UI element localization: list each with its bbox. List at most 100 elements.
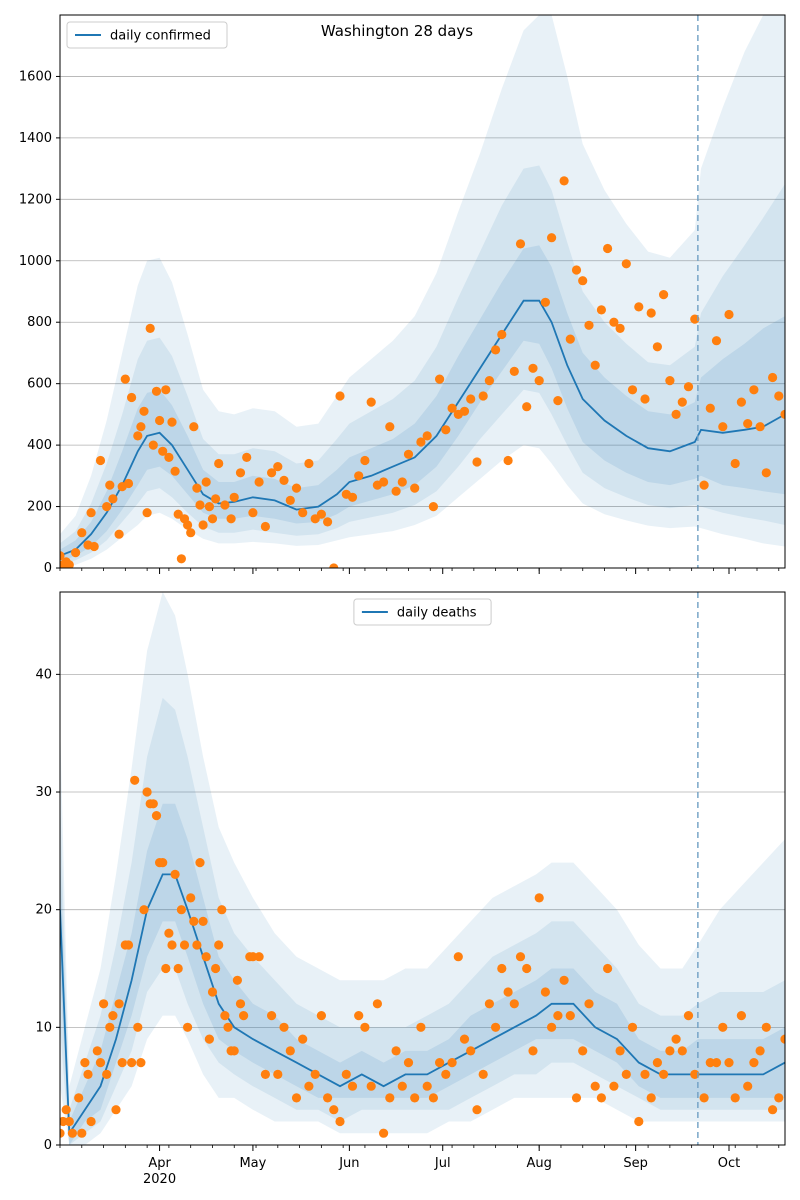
observed-point (478, 1069, 488, 1079)
observed-point (273, 462, 283, 472)
observed-point (659, 290, 669, 300)
observed-point (743, 419, 753, 429)
observed-point (466, 394, 476, 404)
observed-point (749, 385, 759, 395)
observed-point (497, 963, 507, 974)
observed-point (652, 342, 663, 352)
observed-point (145, 323, 155, 333)
observed-point (71, 548, 81, 558)
observed-point (133, 1022, 143, 1032)
observed-point (621, 259, 631, 269)
observed-point (83, 1069, 93, 1079)
observed-point (61, 1105, 71, 1115)
legend: daily confirmed (66, 21, 228, 49)
observed-point (774, 1093, 784, 1103)
observed-point (553, 1011, 563, 1021)
observed-point (242, 452, 252, 462)
observed-point (64, 1116, 74, 1127)
observed-point (304, 458, 314, 469)
observed-point (749, 1058, 759, 1068)
y-tick-label: 30 (35, 785, 52, 800)
observed-point (347, 1081, 358, 1091)
observed-point (615, 1046, 625, 1056)
observed-point (724, 309, 734, 320)
observed-point (204, 502, 214, 512)
observed-point (627, 1022, 638, 1032)
observed-point (385, 422, 395, 432)
observed-point (780, 409, 785, 419)
observed-point (571, 1093, 582, 1103)
observed-point (158, 858, 168, 868)
observed-point (64, 560, 74, 568)
y-gridlines (60, 673, 785, 1028)
observed-point (491, 1022, 501, 1032)
observed-point (484, 376, 494, 386)
observed-point (323, 517, 333, 527)
y-tick-label: 1000 (19, 254, 52, 269)
legend-label: daily confirmed (110, 29, 211, 44)
x-tick-label: Oct (718, 1156, 740, 1171)
observed-point (497, 329, 507, 340)
observed-point (114, 529, 124, 539)
observed-point (105, 1022, 115, 1032)
observed-point (111, 1105, 121, 1115)
observed-point (615, 323, 625, 333)
observed-point (192, 940, 202, 950)
observed-point (705, 403, 715, 413)
observed-point (640, 394, 650, 404)
observed-point (176, 905, 186, 915)
observed-point (123, 478, 134, 489)
observed-point (291, 1093, 302, 1103)
x-tick-label: Aug (526, 1156, 551, 1171)
observed-point (503, 987, 513, 997)
chart-title: Washington 28 days (321, 22, 473, 40)
observed-point (578, 276, 588, 286)
observed-point (534, 376, 544, 386)
y-tick-label: 400 (27, 438, 52, 453)
observed-point (254, 477, 264, 487)
observed-point (515, 952, 526, 962)
plot-frame (59, 14, 786, 569)
observed-point (92, 1046, 102, 1056)
observed-point (179, 940, 190, 950)
y-tick-label: 20 (35, 903, 52, 918)
observed-point (553, 396, 563, 406)
observed-point (528, 363, 538, 373)
observed-point (690, 1069, 700, 1079)
observed-point (774, 391, 784, 401)
observed-point (108, 1011, 118, 1021)
observed-point (161, 963, 171, 974)
y-tick-label: 10 (35, 1020, 52, 1035)
observed-point (189, 916, 199, 927)
inner-band (60, 803, 785, 1145)
observed-point (609, 317, 619, 327)
observed-point (120, 374, 130, 384)
observed-point (195, 858, 205, 868)
observed-point (428, 1093, 438, 1103)
observed-point (603, 243, 613, 254)
observed-point (254, 952, 264, 962)
observed-point (509, 999, 519, 1009)
x-tick-label: Sep (623, 1156, 648, 1171)
x-year-label: 2020 (143, 1172, 176, 1187)
observed-point (372, 999, 382, 1009)
observed-point (665, 376, 675, 386)
median-line (60, 873, 785, 1137)
observed-point (528, 1046, 538, 1056)
observed-point (484, 999, 494, 1009)
observed-point (677, 1046, 687, 1056)
observed-point (379, 1128, 389, 1138)
observed-point (235, 468, 246, 478)
observed-point (161, 385, 171, 395)
observed-point (155, 415, 165, 426)
observed-point (273, 1069, 283, 1079)
observed-point (229, 492, 239, 502)
observed-point (671, 409, 681, 419)
observed-point (235, 999, 246, 1009)
observed-point (559, 176, 569, 186)
observed-point (354, 471, 364, 481)
axes: 0 200 400 600 800 1000 1200 1400 1600 (19, 14, 786, 576)
observed-point (198, 520, 208, 530)
observed-point (167, 417, 177, 427)
observed-point (354, 1011, 364, 1021)
